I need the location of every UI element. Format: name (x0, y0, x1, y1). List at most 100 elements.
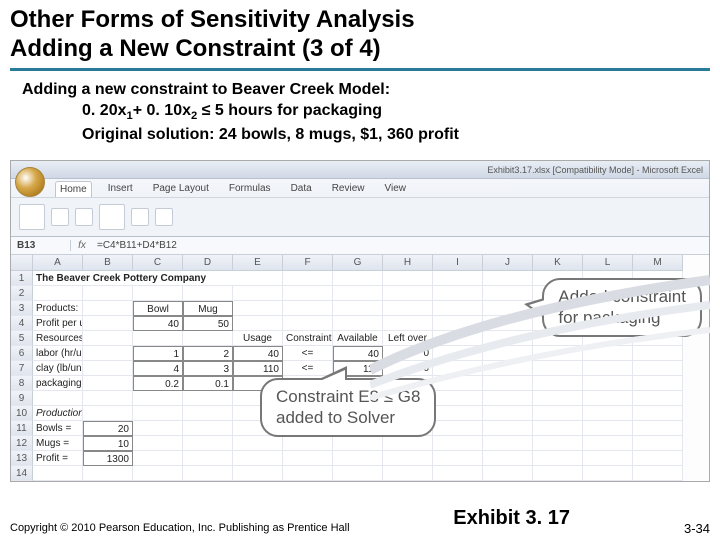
row-header: 9 (11, 391, 33, 406)
row-header: 2 (11, 286, 33, 301)
cell (633, 421, 683, 436)
slide-title: Other Forms of Sensitivity Analysis Addi… (0, 0, 720, 66)
cell (283, 316, 333, 331)
row-header: 1 (11, 271, 33, 286)
cell (83, 361, 133, 376)
excel-ribbon: HomeInsertPage LayoutFormulasDataReviewV… (11, 179, 709, 237)
para-line1: Adding a new constraint to Beaver Creek … (22, 81, 390, 98)
cell: 0 (383, 346, 433, 361)
column-header: D (183, 255, 233, 271)
cell (333, 286, 383, 301)
cell: 20 (83, 421, 133, 436)
cell (433, 466, 483, 481)
fx-icon: fx (71, 240, 93, 251)
cell (283, 466, 333, 481)
cell: 40 (233, 346, 283, 361)
cell (583, 376, 633, 391)
row-header: 6 (11, 346, 33, 361)
column-header: A (33, 255, 83, 271)
ribbon-placeholder-icon (19, 204, 45, 230)
column-header: M (633, 255, 683, 271)
cell: 1 (133, 346, 183, 361)
cell (433, 406, 483, 421)
cell (583, 406, 633, 421)
cell (183, 421, 233, 436)
cell: Profit = (33, 451, 83, 466)
cell (483, 376, 533, 391)
column-header: L (583, 255, 633, 271)
cell (133, 466, 183, 481)
cell: 3 (183, 361, 233, 376)
cell (583, 361, 633, 376)
column-header: B (83, 255, 133, 271)
cell (183, 451, 233, 466)
cell (233, 436, 283, 451)
excel-titlebar: Exhibit3.17.xlsx [Compatibility Mode] - … (11, 161, 709, 179)
cell: Bowl (133, 301, 183, 316)
cell (433, 331, 483, 346)
cell (533, 361, 583, 376)
ribbon-tabs: HomeInsertPage LayoutFormulasDataReviewV… (11, 179, 709, 197)
cell (33, 391, 83, 406)
cell (83, 286, 133, 301)
cell (633, 466, 683, 481)
cell (83, 406, 133, 421)
cell (83, 391, 133, 406)
cell (633, 346, 683, 361)
cell (383, 316, 433, 331)
cell (533, 451, 583, 466)
para-line3: Original solution: 24 bowls, 8 mugs, $1,… (22, 124, 700, 146)
column-header: F (283, 255, 333, 271)
cell (133, 406, 183, 421)
cell: 0 (383, 361, 433, 376)
row-header: 11 (11, 421, 33, 436)
cell (483, 316, 533, 331)
formula-bar: B13 fx =C4*B11+D4*B12 (11, 237, 709, 255)
cell (583, 466, 633, 481)
column-header: H (383, 255, 433, 271)
cell (583, 391, 633, 406)
cell (233, 466, 283, 481)
ribbon-tab: Data (287, 181, 316, 197)
row-header: 13 (11, 451, 33, 466)
cell (633, 376, 683, 391)
cell (433, 421, 483, 436)
row-header: 14 (11, 466, 33, 481)
cell (633, 361, 683, 376)
cell (483, 406, 533, 421)
cell (83, 346, 133, 361)
cell (283, 451, 333, 466)
cell (83, 316, 133, 331)
ribbon-placeholder-icon (75, 208, 93, 226)
cell (183, 436, 233, 451)
cell (133, 436, 183, 451)
cell: Usage (233, 331, 283, 346)
cell (383, 466, 433, 481)
cell (533, 406, 583, 421)
column-header: G (333, 255, 383, 271)
cell (133, 286, 183, 301)
cell: Mugs = (33, 436, 83, 451)
cell: Profit per unit: (33, 316, 83, 331)
ribbon-tab: Home (55, 181, 92, 197)
cell (183, 406, 233, 421)
cell (183, 466, 233, 481)
cell (333, 316, 383, 331)
cell: 40 (333, 346, 383, 361)
row-header: 10 (11, 406, 33, 421)
cell (33, 286, 83, 301)
column-header: I (433, 255, 483, 271)
cell (433, 376, 483, 391)
select-all-corner (11, 255, 33, 271)
column-header: J (483, 255, 533, 271)
title-underline (10, 68, 710, 71)
cell (383, 436, 433, 451)
cell (133, 421, 183, 436)
row-header: 5 (11, 331, 33, 346)
cell (183, 391, 233, 406)
cell (333, 451, 383, 466)
cell (333, 436, 383, 451)
cell (133, 451, 183, 466)
cell: 2 (183, 346, 233, 361)
cell: Mug (183, 301, 233, 316)
